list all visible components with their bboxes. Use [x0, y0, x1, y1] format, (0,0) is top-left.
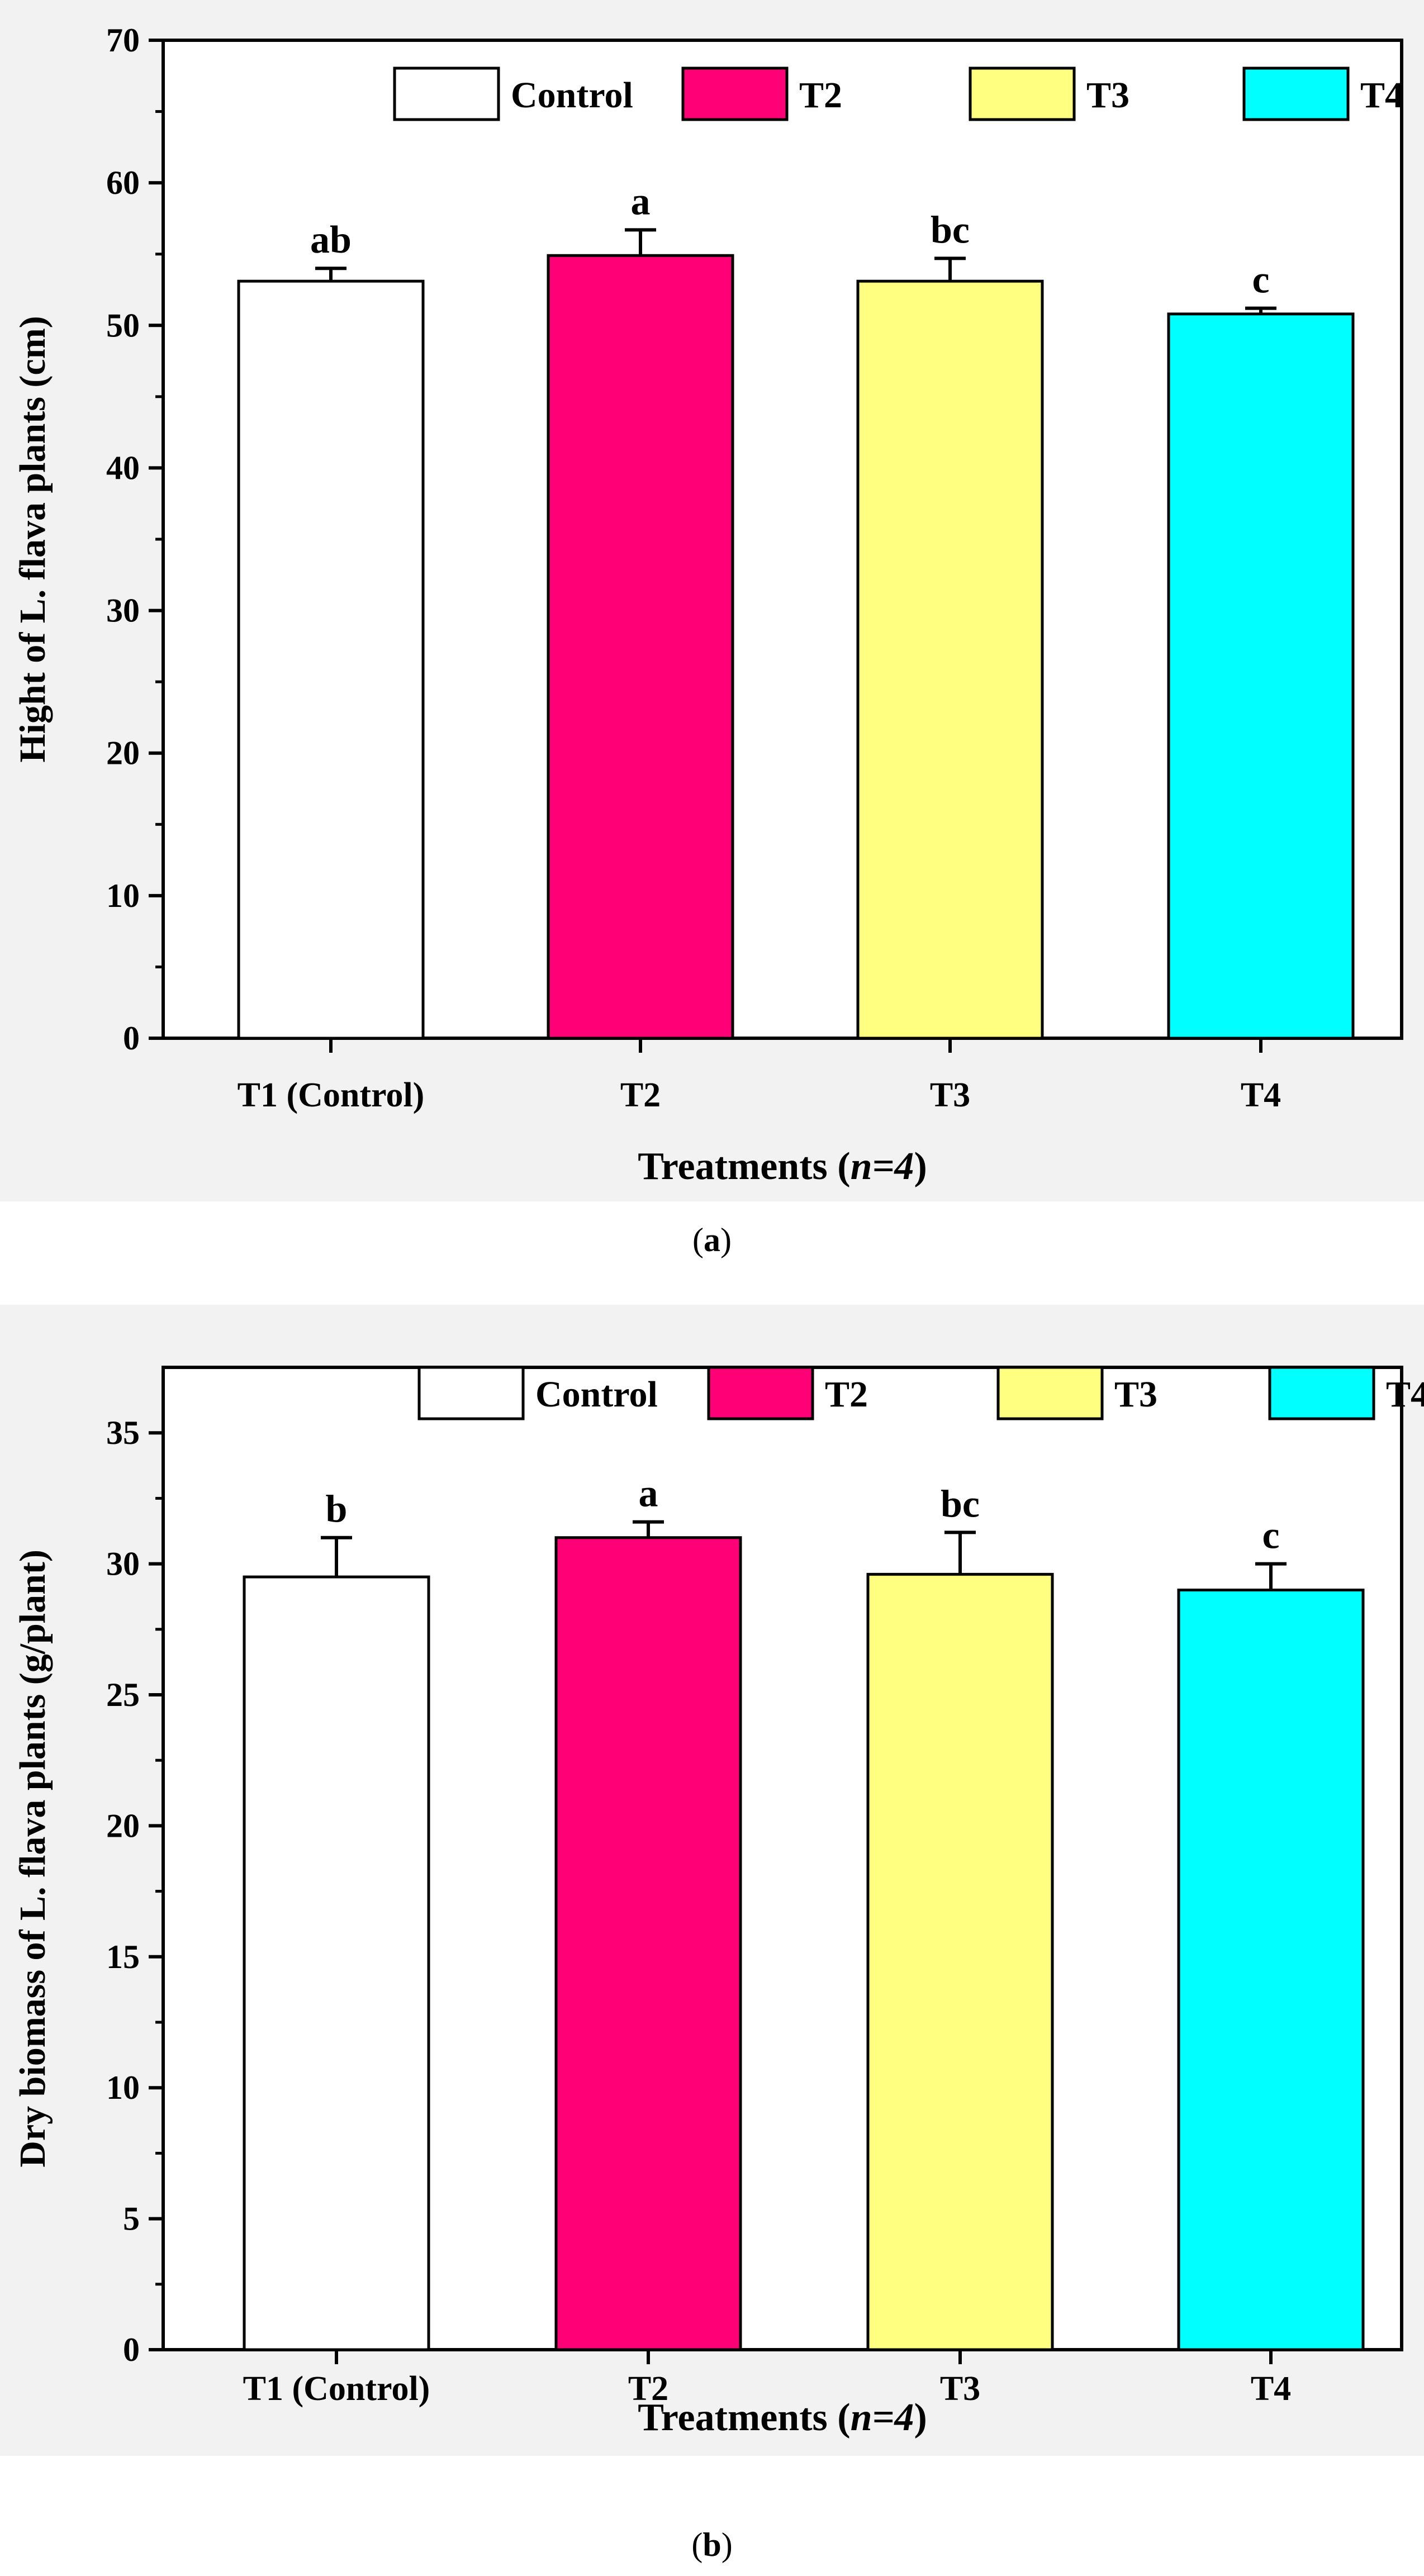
bar — [856, 279, 1044, 1040]
legend-swatch — [707, 1366, 814, 1420]
y-tick-label: 10 — [106, 877, 140, 914]
x-axis-label: Treatments (n=4) — [638, 1145, 927, 1188]
significance-letter: a — [639, 1472, 658, 1515]
y-tick-label: 20 — [106, 735, 140, 772]
legend-label: Control — [511, 75, 633, 116]
y-tick-label: 15 — [106, 1938, 140, 1975]
significance-letter: ab — [310, 218, 352, 262]
y-tick-label: 0 — [123, 2331, 140, 2368]
bar — [1167, 312, 1355, 1040]
caption-b: (b) — [0, 2526, 1424, 2564]
y-axis-label: Dry biomass of L. flava plants (g/plant) — [12, 1550, 53, 2168]
x-axis-label-italic: n=4 — [851, 2396, 914, 2439]
x-tick-label: T3 — [940, 2370, 980, 2408]
bar — [554, 1536, 742, 2351]
chart-panel-b: 0 5 10 15 20 25 30 35 b T1 (Control) a T2 bc T3 c T4 Con… — [0, 1305, 1424, 2456]
caption-a: (a) — [0, 1221, 1424, 1260]
x-axis-label-italic: n=4 — [851, 1145, 914, 1188]
y-tick-label: 60 — [106, 164, 140, 201]
legend-label: T3 — [1086, 75, 1129, 116]
y-tick-label: 70 — [106, 22, 140, 59]
y-tick-label: 10 — [106, 2069, 140, 2106]
caption-close: ) — [721, 2526, 733, 2563]
legend-swatch — [1268, 1366, 1375, 1420]
bar — [866, 1572, 1054, 2351]
legend-label: T4 — [1360, 75, 1403, 116]
significance-letter: c — [1252, 259, 1269, 302]
bar — [547, 254, 734, 1040]
y-tick-label: 20 — [106, 1807, 140, 1844]
caption-letter: b — [702, 2526, 722, 2563]
legend-label: T3 — [1114, 1374, 1157, 1415]
legend-label: T2 — [825, 1374, 868, 1415]
x-tick-label: T2 — [628, 2370, 668, 2408]
y-tick-label: 5 — [123, 2200, 140, 2237]
significance-letter: bc — [931, 208, 970, 251]
legend-label: T4 — [1386, 1374, 1424, 1415]
y-tick-label: 30 — [106, 592, 140, 629]
bar — [243, 1575, 430, 2351]
legend-swatch — [681, 66, 789, 121]
legend-swatch — [969, 66, 1076, 121]
x-tick-label: T4 — [1251, 2370, 1291, 2408]
x-tick-label: T1 (Control) — [243, 2370, 430, 2408]
significance-letter: bc — [941, 1482, 980, 1525]
legend-swatch — [1242, 66, 1350, 121]
caption-open: ( — [691, 2526, 703, 2563]
x-axis-label-suffix: ) — [914, 2396, 927, 2439]
legend-swatch — [393, 66, 500, 121]
y-tick-label: 40 — [106, 449, 140, 486]
legend-label: Control — [535, 1374, 658, 1415]
x-axis-label-prefix: Treatments ( — [638, 2396, 850, 2439]
bar — [237, 279, 425, 1040]
chart-panel-a: 0 10 20 30 40 50 60 70 ab T1 (Control) a T2 bc T3 c T4 C… — [0, 0, 1424, 1201]
y-axis-label: Hight of L. flava plants (cm) — [12, 316, 53, 762]
significance-letter: b — [326, 1488, 348, 1531]
y-tick-label: 50 — [106, 307, 140, 344]
x-tick-label: T1 (Control) — [238, 1076, 425, 1114]
x-tick-label: T4 — [1241, 1076, 1281, 1114]
y-tick-label: 25 — [106, 1676, 140, 1713]
bar-chart-a: 0 10 20 30 40 50 60 70 ab T1 (Control) a T2 bc T3 c T4 C… — [12, 22, 1403, 1188]
bar — [1177, 1588, 1365, 2351]
y-tick-label: 30 — [106, 1546, 140, 1582]
legend-swatch — [996, 1366, 1104, 1420]
caption-letter: a — [704, 1222, 720, 1258]
x-axis-label-suffix: ) — [914, 1145, 927, 1188]
caption-close: ) — [720, 1222, 732, 1258]
x-tick-label: T3 — [930, 1076, 970, 1114]
x-axis-label: Treatments (n=4) — [638, 2396, 927, 2439]
x-axis-label-prefix: Treatments ( — [638, 1145, 850, 1188]
x-tick-label: T2 — [620, 1076, 661, 1114]
legend-swatch — [417, 1366, 525, 1420]
significance-letter: a — [631, 180, 651, 223]
y-tick-label: 35 — [106, 1414, 140, 1451]
caption-open: ( — [692, 1222, 704, 1258]
significance-letter: c — [1262, 1514, 1279, 1557]
legend-label: T2 — [799, 75, 842, 116]
bar-chart-b: 0 5 10 15 20 25 30 35 b T1 (Control) a T2 bc T3 c T4 Con… — [12, 1366, 1424, 2439]
y-tick-label: 0 — [123, 1020, 140, 1057]
